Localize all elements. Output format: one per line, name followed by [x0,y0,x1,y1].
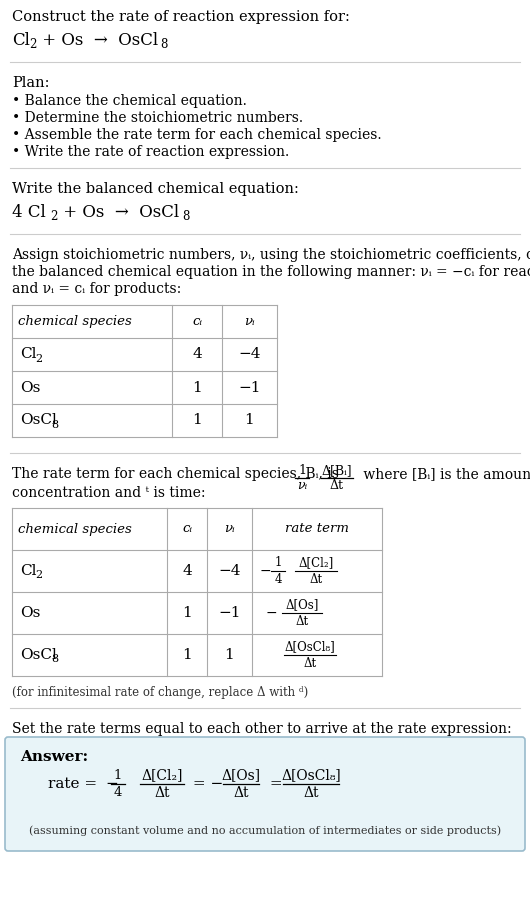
Text: Δ[OsCl₈]: Δ[OsCl₈] [285,640,335,653]
Text: (for infinitesimal rate of change, replace Δ with ᵈ): (for infinitesimal rate of change, repla… [12,686,308,699]
Text: Δt: Δt [233,786,249,800]
Text: = −: = − [188,777,223,791]
Text: 1: 1 [298,464,306,477]
Text: −1: −1 [238,380,261,394]
Text: 1: 1 [245,413,254,428]
Text: Δt: Δt [303,786,319,800]
Text: Assign stoichiometric numbers, νᵢ, using the stoichiometric coefficients, cᵢ, fr: Assign stoichiometric numbers, νᵢ, using… [12,248,530,262]
Text: Os: Os [20,606,40,620]
Text: Δt: Δt [330,479,344,492]
Text: 2: 2 [50,210,57,223]
Text: 4: 4 [114,786,122,799]
Text: Cl: Cl [20,348,37,361]
Text: cᵢ: cᵢ [192,315,202,328]
Text: Answer:: Answer: [20,750,88,764]
Text: 4: 4 [192,348,202,361]
FancyBboxPatch shape [5,737,525,851]
Text: Os: Os [20,380,40,394]
Text: 8: 8 [51,419,58,429]
Text: νᵢ: νᵢ [297,479,307,492]
Text: −: − [105,777,118,791]
Text: Δt: Δt [310,573,323,586]
Text: −: − [266,606,278,620]
Text: Δt: Δt [304,657,316,670]
Text: Δt: Δt [154,786,170,800]
Text: 1: 1 [192,380,202,394]
Text: Set the rate terms equal to each other to arrive at the rate expression:: Set the rate terms equal to each other t… [12,722,511,736]
Text: Plan:: Plan: [12,76,49,90]
Text: Δ[Bᵢ]: Δ[Bᵢ] [322,464,352,477]
Text: −1: −1 [218,606,241,620]
Text: • Assemble the rate term for each chemical species.: • Assemble the rate term for each chemic… [12,128,382,142]
Text: Cl: Cl [12,32,30,49]
Text: chemical species: chemical species [18,315,132,328]
Text: 4: 4 [274,573,282,586]
Text: 1: 1 [182,606,192,620]
Text: 2: 2 [36,570,43,580]
Text: 8: 8 [182,210,189,223]
Text: The rate term for each chemical species, Bᵢ, is: The rate term for each chemical species,… [12,467,339,481]
Text: • Determine the stoichiometric numbers.: • Determine the stoichiometric numbers. [12,111,303,125]
Text: + Os  →  OsCl: + Os → OsCl [37,32,158,49]
Text: νᵢ: νᵢ [224,522,235,536]
Text: Cl: Cl [20,564,37,578]
Text: −4: −4 [218,564,241,578]
Text: and νᵢ = cᵢ for products:: and νᵢ = cᵢ for products: [12,282,181,296]
Text: • Write the rate of reaction expression.: • Write the rate of reaction expression. [12,145,289,159]
Text: • Balance the chemical equation.: • Balance the chemical equation. [12,94,247,108]
Text: 8: 8 [51,654,58,664]
Text: cᵢ: cᵢ [182,522,192,536]
Text: 1: 1 [275,556,281,569]
Text: Δt: Δt [295,615,308,628]
Text: Δ[Os]: Δ[Os] [285,598,319,611]
Text: (assuming constant volume and no accumulation of intermediates or side products): (assuming constant volume and no accumul… [29,825,501,836]
Text: 2: 2 [36,353,43,363]
Text: OsCl: OsCl [20,413,57,428]
Text: Construct the rate of reaction expression for:: Construct the rate of reaction expressio… [12,10,350,24]
Text: chemical species: chemical species [18,522,132,536]
Text: where [Bᵢ] is the amount: where [Bᵢ] is the amount [359,467,530,481]
Text: −4: −4 [238,348,261,361]
Text: 1: 1 [192,413,202,428]
Text: the balanced chemical equation in the following manner: νᵢ = −cᵢ for reactants: the balanced chemical equation in the fo… [12,265,530,279]
Text: + Os  →  OsCl: + Os → OsCl [58,204,179,221]
Text: Δ[Cl₂]: Δ[Cl₂] [142,768,183,782]
Text: concentration and ᵗ is time:: concentration and ᵗ is time: [12,486,206,500]
Text: 4 Cl: 4 Cl [12,204,46,221]
Text: OsCl: OsCl [20,648,57,662]
Text: 8: 8 [160,38,167,51]
Text: rate =: rate = [48,777,102,791]
Text: Δ[Cl₂]: Δ[Cl₂] [298,556,333,569]
Text: rate term: rate term [285,522,349,536]
Text: 1: 1 [114,769,122,782]
Text: Write the balanced chemical equation:: Write the balanced chemical equation: [12,182,299,196]
Text: =: = [265,777,287,791]
Text: 4: 4 [182,564,192,578]
Text: 2: 2 [29,38,37,51]
Text: νᵢ: νᵢ [244,315,255,328]
Text: Δ[Os]: Δ[Os] [222,768,261,782]
Text: −: − [260,564,271,578]
Text: Δ[OsCl₈]: Δ[OsCl₈] [281,768,341,782]
Text: 1: 1 [225,648,234,662]
Text: 1: 1 [182,648,192,662]
